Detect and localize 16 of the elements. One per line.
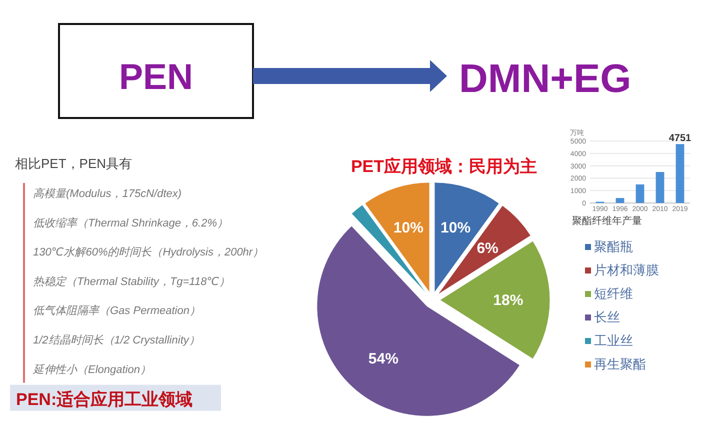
legend-label: 工业丝 [594, 333, 633, 348]
legend-label: 短纤维 [594, 286, 633, 301]
data-label: 6% [476, 240, 498, 257]
legend-label: 长丝 [594, 310, 620, 324]
title: PET应用领域：民用为主 [350, 157, 538, 176]
title: 相比PET，PEN具有 [15, 156, 132, 171]
legend-label: 聚酯瓶 [594, 239, 633, 254]
data-label: 4751 [668, 133, 692, 144]
data-label: 54% [368, 350, 398, 368]
highlight: PEN:适合应用工业领域 [16, 390, 193, 409]
legend-label: 片材和薄膜 [594, 262, 659, 278]
data-label: 10% [393, 220, 424, 237]
data-label: 10% [440, 220, 471, 237]
data-label: 18% [493, 292, 524, 309]
x-axis-title: 聚酯纤维年产量 [572, 215, 642, 227]
legend-label: 再生聚酯 [594, 356, 646, 372]
